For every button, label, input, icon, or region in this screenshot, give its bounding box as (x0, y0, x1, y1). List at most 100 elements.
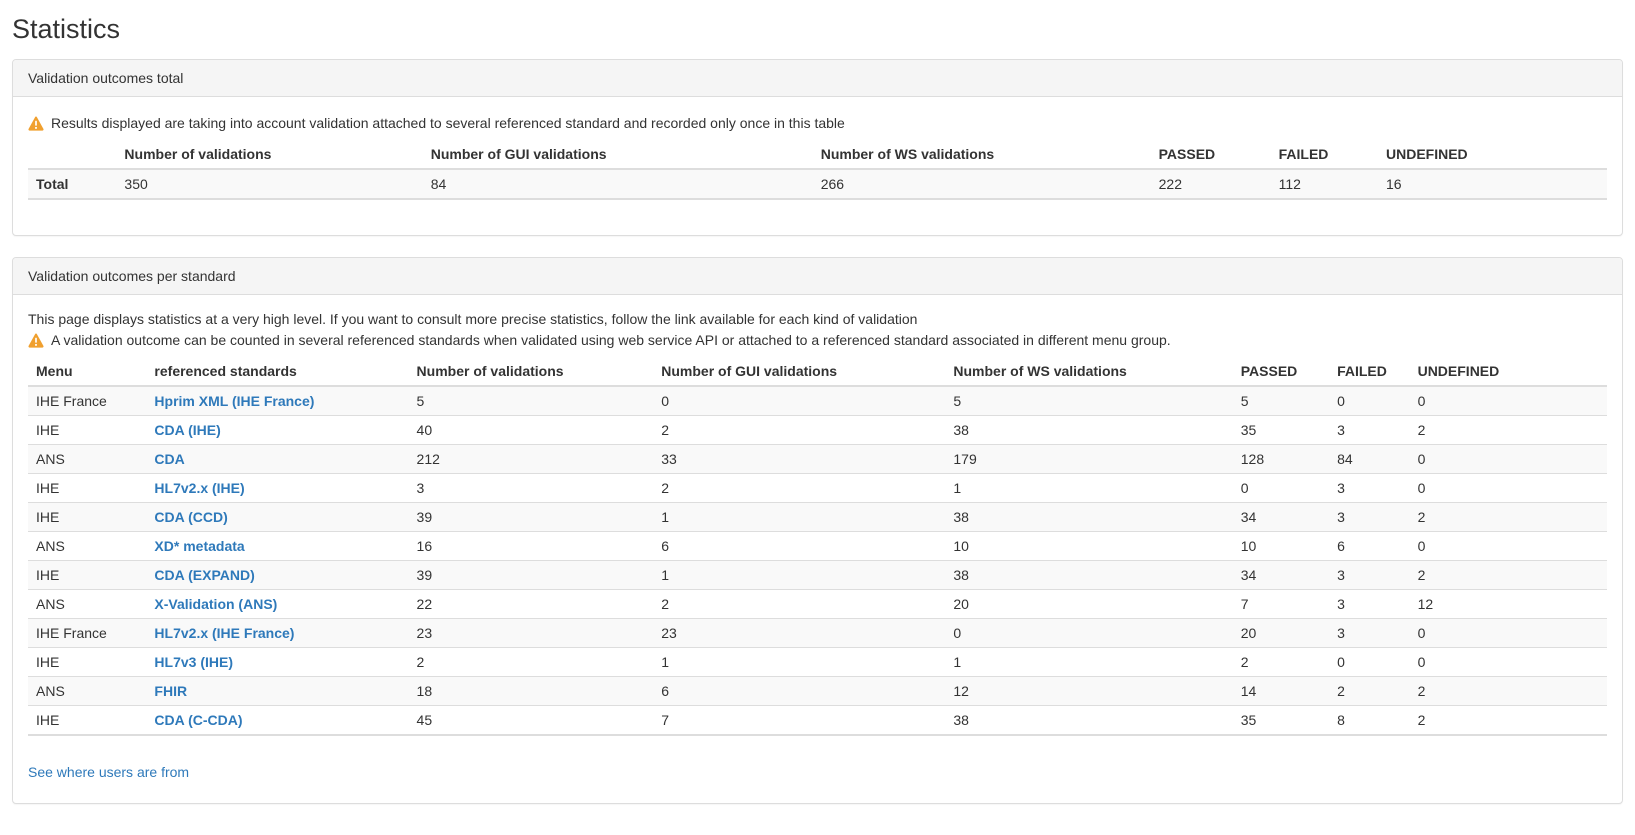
ws-validations-cell: 0 (945, 618, 1233, 648)
passed-cell: 128 (1232, 444, 1330, 474)
passed-cell: 14 (1232, 676, 1330, 706)
standards-warning: A validation outcome can be counted in s… (28, 331, 1607, 349)
passed-cell: 34 (1232, 560, 1330, 590)
standard-cell: CDA (IHE) (146, 415, 409, 445)
ws-validations-cell: 12 (945, 676, 1233, 706)
table-row: ANS CDA 212 33 179 128 84 0 (28, 444, 1607, 474)
gui-validations-cell: 2 (653, 589, 946, 619)
menu-cell: IHE France (28, 618, 147, 648)
ws-validations-cell: 20 (945, 589, 1233, 619)
passed-cell: 5 (1232, 385, 1330, 416)
totals-warning: Results displayed are taking into accoun… (28, 114, 1607, 132)
failed-cell: 3 (1329, 473, 1410, 503)
standard-link[interactable]: CDA (154, 451, 185, 467)
undefined-cell: 0 (1409, 385, 1607, 416)
validations-cell: 18 (408, 676, 654, 706)
ws-validations-cell: 1 (945, 473, 1233, 503)
standard-link[interactable]: X-Validation (ANS) (154, 596, 278, 612)
total-row-label: Total (28, 168, 117, 199)
validation-per-standard-panel: Validation outcomes per standard This pa… (12, 257, 1623, 804)
gui-validations-cell: 1 (653, 647, 946, 677)
table-row: IHE HL7v3 (IHE) 2 1 1 2 0 0 (28, 647, 1607, 677)
table-row: IHE CDA (CCD) 39 1 38 34 3 2 (28, 502, 1607, 532)
standard-link[interactable]: HL7v2.x (IHE France) (154, 625, 295, 641)
validation-per-standard-panel-body: This page displays statistics at a very … (13, 295, 1622, 803)
standard-cell: CDA (C-CDA) (146, 705, 409, 735)
standard-link[interactable]: CDA (IHE) (154, 422, 221, 438)
standard-link[interactable]: Hprim XML (IHE France) (154, 393, 315, 409)
ws-validations-cell: 5 (945, 385, 1233, 416)
failed-cell: 0 (1329, 647, 1410, 677)
table-row: IHE CDA (EXPAND) 39 1 38 34 3 2 (28, 560, 1607, 590)
see-users-link-wrap: See where users are from (28, 764, 1607, 780)
standards-intro-text: This page displays statistics at a very … (28, 311, 918, 327)
undefined-cell: 0 (1409, 618, 1607, 648)
standard-link[interactable]: CDA (CCD) (154, 509, 228, 525)
table-row: ANS X-Validation (ANS) 22 2 20 7 3 12 (28, 589, 1607, 619)
passed-cell: 0 (1232, 473, 1330, 503)
validations-cell: 39 (408, 502, 654, 532)
menu-cell: ANS (28, 531, 147, 561)
menu-cell: IHE (28, 560, 147, 590)
table-row: IHE HL7v2.x (IHE) 3 2 1 0 3 0 (28, 473, 1607, 503)
column-header-ws-validations: Number of WS validations (945, 357, 1233, 387)
standard-link[interactable]: CDA (C-CDA) (154, 712, 243, 728)
validation-totals-panel-body: Results displayed are taking into accoun… (13, 97, 1622, 235)
validations-cell: 22 (408, 589, 654, 619)
see-users-link[interactable]: See where users are from (28, 764, 190, 780)
menu-cell: ANS (28, 589, 147, 619)
ws-validations-cell: 1 (945, 647, 1233, 677)
menu-cell: IHE (28, 415, 147, 445)
standard-link[interactable]: XD* metadata (154, 538, 245, 554)
failed-cell: 0 (1329, 385, 1410, 416)
ws-validations-cell: 38 (945, 705, 1233, 735)
standard-cell: X-Validation (ANS) (146, 589, 409, 619)
table-row: IHE France HL7v2.x (IHE France) 23 23 0 … (28, 618, 1607, 648)
failed-cell: 3 (1329, 560, 1410, 590)
passed-cell: 20 (1232, 618, 1330, 648)
warning-icon (28, 333, 44, 348)
standard-link[interactable]: FHIR (154, 683, 188, 699)
column-header-gui-validations: Number of GUI validations (653, 357, 946, 387)
undefined-cell: 0 (1409, 444, 1607, 474)
ws-validations-cell: 179 (945, 444, 1233, 474)
standard-cell: HL7v2.x (IHE France) (146, 618, 409, 648)
column-header-undefined: UNDEFINED (1409, 357, 1607, 387)
totals-warning-text: Results displayed are taking into accoun… (51, 115, 845, 131)
column-header-referenced-standards: referenced standards (146, 357, 409, 387)
gui-validations-cell: 1 (653, 560, 946, 590)
standard-cell: HL7v3 (IHE) (146, 647, 409, 677)
column-header-passed: PASSED (1232, 357, 1330, 387)
passed-cell: 7 (1232, 589, 1330, 619)
total-passed-value: 222 (1150, 168, 1271, 199)
failed-cell: 3 (1329, 618, 1410, 648)
validation-totals-panel-heading: Validation outcomes total (13, 60, 1622, 97)
standards-header-row: Menu referenced standards Number of vali… (28, 357, 1607, 387)
undefined-cell: 2 (1409, 676, 1607, 706)
gui-validations-cell: 2 (653, 415, 946, 445)
failed-cell: 2 (1329, 676, 1410, 706)
column-header-validations: Number of validations (116, 140, 423, 170)
standard-cell: CDA (CCD) (146, 502, 409, 532)
undefined-cell: 12 (1409, 589, 1607, 619)
standard-link[interactable]: HL7v3 (IHE) (154, 654, 233, 670)
standard-cell: CDA (146, 444, 409, 474)
warning-icon (28, 116, 44, 131)
ws-validations-cell: 38 (945, 502, 1233, 532)
standard-link[interactable]: HL7v2.x (IHE) (154, 480, 245, 496)
failed-cell: 84 (1329, 444, 1410, 474)
column-header-empty (28, 140, 117, 170)
menu-cell: ANS (28, 676, 147, 706)
gui-validations-cell: 1 (653, 502, 946, 532)
undefined-cell: 0 (1409, 473, 1607, 503)
menu-cell: IHE (28, 647, 147, 677)
failed-cell: 3 (1329, 415, 1410, 445)
standard-cell: FHIR (146, 676, 409, 706)
passed-cell: 35 (1232, 415, 1330, 445)
gui-validations-cell: 7 (653, 705, 946, 735)
standard-link[interactable]: CDA (EXPAND) (154, 567, 255, 583)
validations-cell: 45 (408, 705, 654, 735)
validations-cell: 23 (408, 618, 654, 648)
table-row: IHE CDA (IHE) 40 2 38 35 3 2 (28, 415, 1607, 445)
failed-cell: 3 (1329, 589, 1410, 619)
